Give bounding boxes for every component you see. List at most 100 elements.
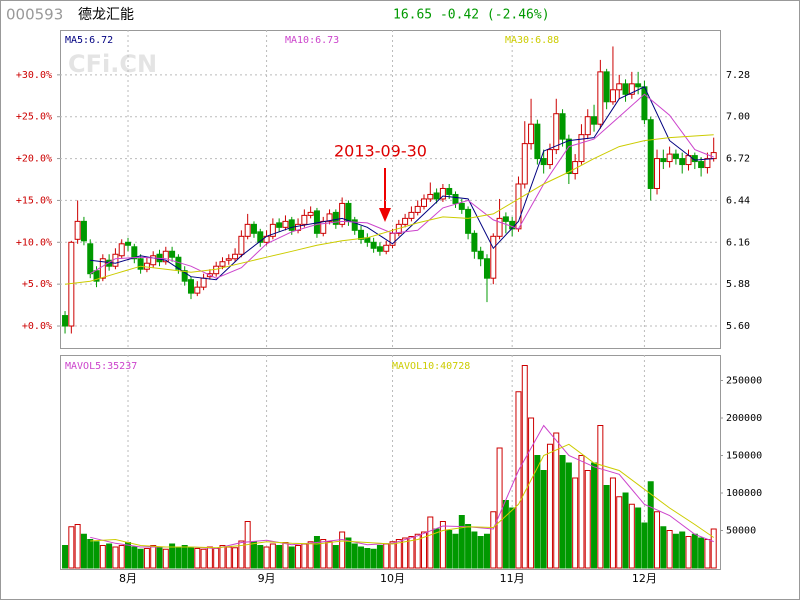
- volume-bar: [641, 522, 648, 569]
- y-tick-label: 7.00: [726, 112, 750, 123]
- volume-bar: [515, 391, 522, 569]
- volume-bar: [565, 462, 572, 569]
- volume-bar: [465, 524, 472, 569]
- candle-body: [131, 246, 138, 260]
- volume-bar: [269, 543, 276, 569]
- volume-bar: [131, 546, 138, 569]
- volume-bar: [433, 528, 440, 569]
- y2-tick-label: +15.0%: [16, 195, 52, 206]
- volume-bar: [219, 545, 226, 569]
- volume-bar: [364, 548, 371, 569]
- candle-body: [540, 158, 547, 166]
- volume-bar: [553, 432, 560, 569]
- candle-body: [238, 235, 245, 255]
- candle-body: [93, 270, 100, 282]
- ma-line: [89, 93, 714, 279]
- volume-bar: [339, 531, 346, 569]
- volume-bar: [62, 545, 69, 569]
- candle-body: [603, 71, 610, 103]
- volume-bar: [137, 548, 144, 569]
- candle-body: [609, 89, 616, 103]
- volume-bar: [635, 507, 642, 569]
- volume-bar: [276, 545, 283, 569]
- candle-body: [244, 223, 251, 237]
- candle-body: [408, 211, 415, 219]
- volume-bar: [578, 455, 585, 569]
- volume-bar: [80, 533, 87, 569]
- candle-body: [546, 149, 553, 166]
- candle-body: [68, 241, 75, 327]
- y-tick-label: 100000: [726, 488, 762, 499]
- candle-body: [232, 253, 239, 260]
- volume-bar: [383, 543, 390, 569]
- volume-bar: [685, 536, 692, 569]
- candle-body: [477, 250, 484, 260]
- y-tick-label: 7.28: [726, 70, 750, 81]
- candle-body: [591, 116, 598, 125]
- volume-bar: [389, 541, 396, 569]
- candle-body: [276, 222, 283, 228]
- volume-bar: [660, 526, 667, 569]
- volume-bar: [540, 470, 547, 569]
- volume-bar: [112, 546, 119, 569]
- candle-body: [339, 202, 346, 225]
- candle-body: [169, 250, 176, 258]
- candle-body: [383, 244, 390, 252]
- volume-bar: [452, 533, 459, 569]
- annotation: 2013-09-30: [334, 142, 427, 161]
- candle-body: [622, 83, 629, 95]
- candle-body: [150, 255, 157, 266]
- y-tick-label: 5.88: [726, 279, 750, 290]
- watermark: CFi.CN: [68, 50, 157, 78]
- volume-bar: [213, 548, 220, 569]
- candle-body: [332, 211, 339, 225]
- volume-bar: [288, 546, 295, 569]
- volume-panel: [60, 355, 721, 570]
- candle-body: [288, 219, 295, 231]
- volume-bar: [313, 536, 320, 569]
- volume-bar: [150, 545, 157, 569]
- candle-body: [666, 153, 673, 163]
- volume-bar: [74, 524, 81, 569]
- candle-body: [402, 217, 409, 225]
- x-tick-label: 11月: [500, 572, 525, 585]
- volume-bar: [250, 541, 257, 569]
- volume-bar: [263, 546, 270, 569]
- volume-bar: [295, 545, 302, 569]
- legend-entry: MA30:6.88: [505, 35, 559, 46]
- volume-bar: [320, 539, 327, 569]
- volume-bar: [698, 537, 705, 569]
- candle-body: [433, 192, 440, 200]
- x-tick-label: 12月: [632, 572, 657, 585]
- volume-bar: [118, 545, 125, 569]
- y-tick-label: 6.44: [726, 195, 750, 206]
- candle-body: [534, 123, 541, 160]
- volume-bar: [307, 541, 314, 569]
- volume-bar: [616, 496, 623, 569]
- volume-bar: [93, 541, 100, 569]
- volume-bar: [187, 547, 194, 569]
- candle-body: [597, 71, 604, 125]
- volume-bar: [238, 540, 245, 569]
- volume-bar: [471, 531, 478, 569]
- volume-bar: [358, 546, 365, 569]
- candle-body: [87, 243, 94, 275]
- volume-bar: [106, 543, 113, 569]
- volume-bar: [691, 533, 698, 569]
- x-tick-label: 10月: [380, 572, 405, 585]
- y2-tick-label: +5.0%: [22, 279, 52, 290]
- candle-body: [679, 158, 686, 166]
- volume-bar: [162, 548, 169, 569]
- y-tick-label: 150000: [726, 451, 762, 462]
- legend-entry: MA5:6.72: [65, 35, 113, 46]
- stock-code: 000593: [6, 6, 63, 24]
- candle-body: [502, 216, 509, 222]
- volume-bar: [125, 542, 132, 569]
- candle-body: [421, 198, 428, 207]
- volume-bar: [257, 545, 264, 569]
- volume-bar: [710, 528, 717, 569]
- volume-bar: [477, 536, 484, 569]
- candle-body: [647, 119, 654, 189]
- candle-body: [225, 258, 232, 261]
